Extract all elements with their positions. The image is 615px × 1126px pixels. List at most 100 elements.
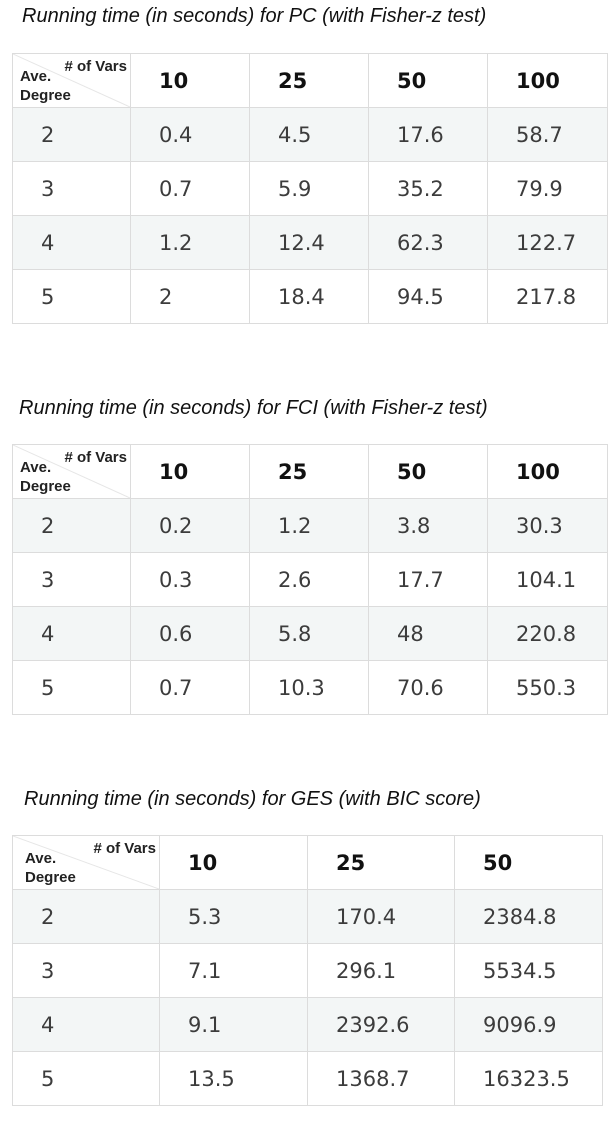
value-cell: 0.2: [130, 498, 250, 553]
table-row: 2 5.3 170.4 2384.8: [12, 889, 603, 944]
value-cell: 0.7: [130, 660, 250, 715]
value-cell: 62.3: [368, 215, 488, 270]
value-cell: 5534.5: [454, 943, 603, 998]
degree-cell: 2: [12, 107, 131, 162]
degree-cell: 3: [12, 943, 160, 998]
value-cell: 48: [368, 606, 488, 661]
vars-label: # of Vars: [64, 449, 127, 466]
value-cell: 2392.6: [307, 997, 455, 1052]
value-cell: 296.1: [307, 943, 455, 998]
value-cell: 1.2: [130, 215, 250, 270]
degree-label: Degree: [20, 478, 71, 495]
table-row: 3 0.7 5.9 35.2 79.9: [12, 161, 608, 216]
value-cell: 7.1: [159, 943, 308, 998]
table-row: 5 13.5 1368.7 16323.5: [12, 1051, 603, 1106]
value-cell: 3.8: [368, 498, 488, 553]
column-header: 100: [487, 53, 608, 108]
degree-cell: 4: [12, 997, 160, 1052]
column-header: 100: [487, 444, 608, 499]
value-cell: 170.4: [307, 889, 455, 944]
corner-header: # of Vars Ave. Degree: [12, 444, 131, 499]
table-row: 2 0.4 4.5 17.6 58.7: [12, 107, 608, 162]
fci-runtime-table: # of Vars Ave. Degree 10 25 50 100 2 0.2…: [12, 444, 608, 715]
table-row: 3 0.3 2.6 17.7 104.1: [12, 552, 608, 607]
column-header: 50: [368, 53, 488, 108]
column-header: 25: [249, 444, 369, 499]
pc-runtime-table: # of Vars Ave. Degree 10 25 50 100 2 0.4…: [12, 53, 608, 324]
value-cell: 18.4: [249, 269, 369, 324]
value-cell: 35.2: [368, 161, 488, 216]
value-cell: 5.3: [159, 889, 308, 944]
header-row: # of Vars Ave. Degree 10 25 50 100: [12, 444, 608, 499]
value-cell: 220.8: [487, 606, 608, 661]
value-cell: 70.6: [368, 660, 488, 715]
column-header: 10: [130, 53, 250, 108]
fci-table-title: Running time (in seconds) for FCI (with …: [19, 397, 488, 419]
value-cell: 2384.8: [454, 889, 603, 944]
table-row: 4 1.2 12.4 62.3 122.7: [12, 215, 608, 270]
degree-cell: 3: [12, 161, 131, 216]
degree-cell: 2: [12, 889, 160, 944]
column-header: 10: [130, 444, 250, 499]
table-row: 2 0.2 1.2 3.8 30.3: [12, 498, 608, 553]
ave-label: Ave.: [20, 459, 52, 476]
ave-label: Ave.: [25, 850, 57, 867]
ges-table-title: Running time (in seconds) for GES (with …: [24, 788, 481, 810]
ges-runtime-table: # of Vars Ave. Degree 10 25 50 2 5.3 170…: [12, 835, 603, 1106]
degree-cell: 3: [12, 552, 131, 607]
column-header: 25: [307, 835, 455, 890]
value-cell: 12.4: [249, 215, 369, 270]
degree-cell: 5: [12, 1051, 160, 1106]
degree-cell: 5: [12, 660, 131, 715]
header-row: # of Vars Ave. Degree 10 25 50: [12, 835, 603, 890]
value-cell: 1368.7: [307, 1051, 455, 1106]
value-cell: 550.3: [487, 660, 608, 715]
value-cell: 79.9: [487, 161, 608, 216]
value-cell: 16323.5: [454, 1051, 603, 1106]
table-row: 4 0.6 5.8 48 220.8: [12, 606, 608, 661]
header-row: # of Vars Ave. Degree 10 25 50 100: [12, 53, 608, 108]
value-cell: 5.8: [249, 606, 369, 661]
value-cell: 10.3: [249, 660, 369, 715]
value-cell: 17.6: [368, 107, 488, 162]
value-cell: 0.6: [130, 606, 250, 661]
value-cell: 2: [130, 269, 250, 324]
degree-label: Degree: [20, 87, 71, 104]
corner-header: # of Vars Ave. Degree: [12, 53, 131, 108]
table-row: 4 9.1 2392.6 9096.9: [12, 997, 603, 1052]
value-cell: 122.7: [487, 215, 608, 270]
vars-label: # of Vars: [93, 840, 156, 857]
value-cell: 2.6: [249, 552, 369, 607]
value-cell: 5.9: [249, 161, 369, 216]
degree-cell: 2: [12, 498, 131, 553]
degree-cell: 4: [12, 215, 131, 270]
value-cell: 217.8: [487, 269, 608, 324]
table-row: 3 7.1 296.1 5534.5: [12, 943, 603, 998]
pc-table-title: Running time (in seconds) for PC (with F…: [22, 5, 487, 27]
value-cell: 0.4: [130, 107, 250, 162]
value-cell: 13.5: [159, 1051, 308, 1106]
degree-label: Degree: [25, 869, 76, 886]
value-cell: 9.1: [159, 997, 308, 1052]
degree-cell: 4: [12, 606, 131, 661]
value-cell: 4.5: [249, 107, 369, 162]
value-cell: 58.7: [487, 107, 608, 162]
value-cell: 17.7: [368, 552, 488, 607]
value-cell: 0.3: [130, 552, 250, 607]
column-header: 10: [159, 835, 308, 890]
table-row: 5 2 18.4 94.5 217.8: [12, 269, 608, 324]
column-header: 25: [249, 53, 369, 108]
value-cell: 0.7: [130, 161, 250, 216]
degree-cell: 5: [12, 269, 131, 324]
vars-label: # of Vars: [64, 58, 127, 75]
column-header: 50: [454, 835, 603, 890]
ave-label: Ave.: [20, 68, 52, 85]
value-cell: 30.3: [487, 498, 608, 553]
table-row: 5 0.7 10.3 70.6 550.3: [12, 660, 608, 715]
value-cell: 9096.9: [454, 997, 603, 1052]
value-cell: 104.1: [487, 552, 608, 607]
column-header: 50: [368, 444, 488, 499]
corner-header: # of Vars Ave. Degree: [12, 835, 160, 890]
value-cell: 1.2: [249, 498, 369, 553]
value-cell: 94.5: [368, 269, 488, 324]
